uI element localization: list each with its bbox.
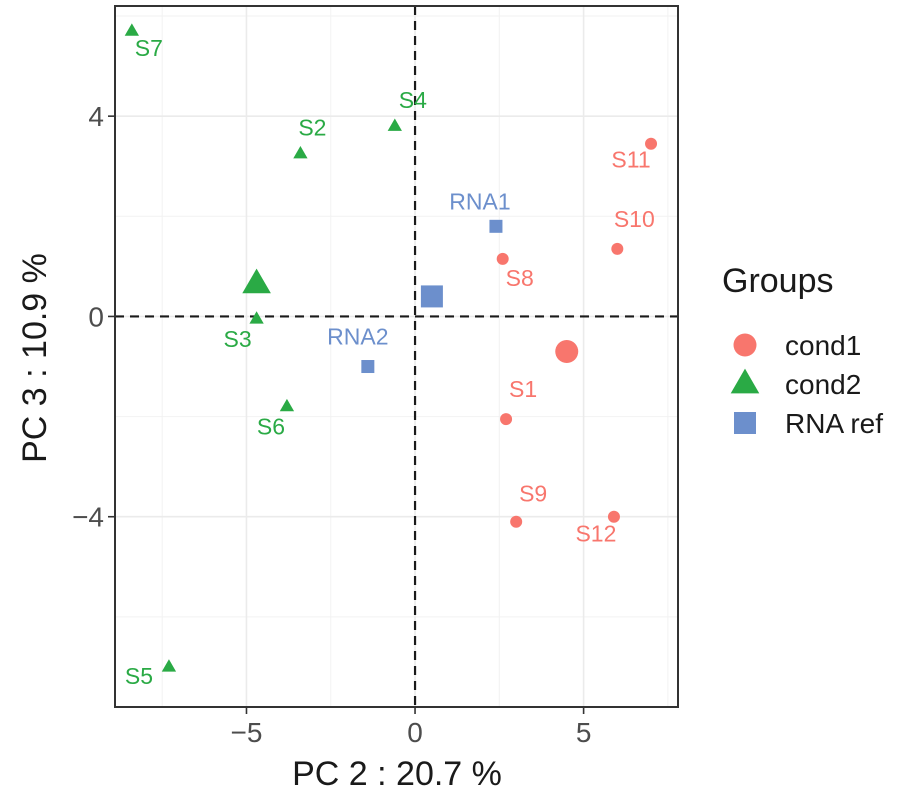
point-label-rna2: RNA2: [327, 324, 388, 350]
legend-key-triangle: [730, 368, 760, 394]
point-s1: [500, 413, 513, 426]
legend-key-circle: [733, 333, 757, 357]
y-tick-label: −4: [72, 502, 104, 533]
point-rna1: [489, 219, 503, 233]
point-label-s8: S8: [506, 265, 534, 291]
point-s8: [496, 252, 509, 265]
point-s10: [611, 242, 624, 255]
x-tick-label: 5: [576, 717, 592, 748]
reference-lines: [115, 6, 678, 707]
point-label-s6: S6: [257, 414, 285, 440]
point-s4: [387, 118, 402, 131]
point-label-s2: S2: [298, 115, 326, 141]
legend-label: cond2: [785, 369, 861, 400]
point-label-s1: S1: [509, 376, 537, 402]
data-points: [124, 23, 658, 672]
point-label-s3: S3: [224, 326, 252, 352]
point-s6: [279, 398, 295, 412]
point-s11: [645, 137, 658, 150]
plot-panel-background: [115, 6, 678, 707]
cond2-centroid: [242, 268, 271, 294]
point-labels: S1 S8 S9 S10 S11 S12 S2 S3 S4 S5 S6 S7 RNA1 RNA2: [125, 35, 655, 689]
group-centroids: [242, 268, 579, 363]
point-label-s10: S10: [614, 206, 655, 232]
legend-label: RNA ref: [785, 408, 883, 439]
y-tick-label: 0: [88, 301, 104, 332]
point-s12: [607, 510, 620, 523]
cond1-centroid: [555, 339, 579, 363]
legend-label: cond1: [785, 330, 861, 361]
plot-panel: [115, 6, 678, 707]
x-tick-label: 0: [407, 717, 423, 748]
point-rna2: [361, 360, 375, 374]
y-tick-label: 4: [88, 101, 104, 132]
x-axis-title: PC 2 : 20.7 %: [292, 755, 502, 793]
point-label-s9: S9: [519, 481, 547, 507]
point-label-s11: S11: [611, 147, 650, 173]
y-axis-title: PC 3 : 10.9 %: [16, 253, 54, 463]
legend-key-square: [734, 412, 756, 434]
point-s7: [124, 23, 140, 36]
legend-title: Groups: [722, 262, 834, 300]
point-label-rna1: RNA1: [449, 188, 510, 214]
axis-ticks: −5 0 5 −4 0 4: [72, 101, 591, 748]
legend-keys: cond1 cond2 RNA ref: [730, 330, 883, 439]
plot-panel-border: [114, 5, 679, 708]
point-label-s5: S5: [125, 663, 153, 689]
point-label-s12: S12: [575, 521, 616, 547]
point-label-s7: S7: [135, 35, 163, 61]
point-s2: [293, 146, 308, 159]
rna-ref-centroid: [420, 285, 443, 308]
legend: Groups cond1 cond2 RNA ref: [722, 262, 883, 439]
point-s3: [249, 311, 264, 324]
x-tick-label: −5: [231, 717, 263, 748]
point-s9: [510, 515, 523, 528]
point-label-s4: S4: [399, 87, 427, 113]
point-s5: [161, 659, 177, 672]
